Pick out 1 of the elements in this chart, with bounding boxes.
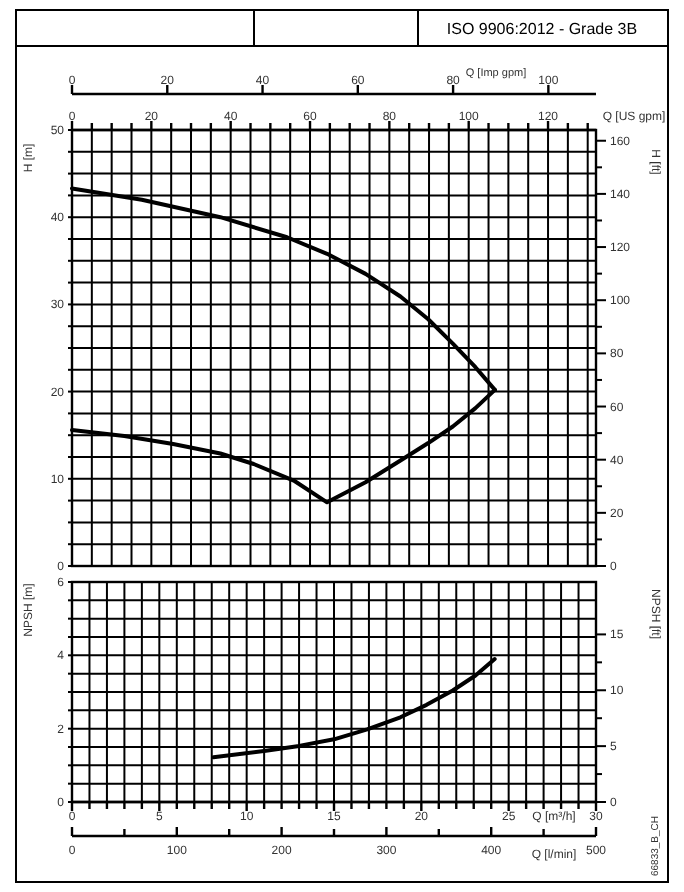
chart-title: ISO 9906:2012 - Grade 3B (446, 20, 638, 38)
